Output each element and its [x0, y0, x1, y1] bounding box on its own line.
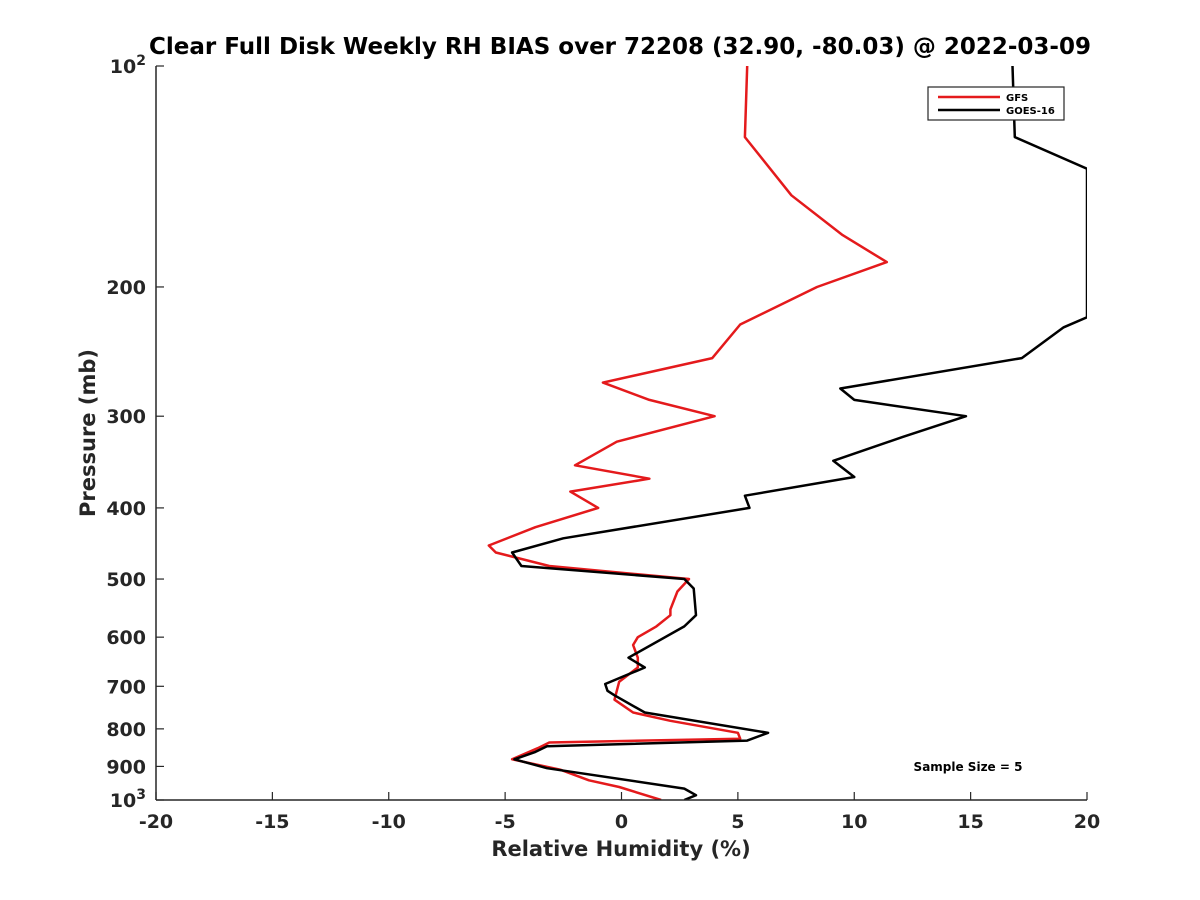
- y-tick-label: 600: [106, 627, 146, 649]
- y-tick-label: 500: [106, 569, 146, 591]
- x-tick-label: -20: [139, 811, 173, 833]
- x-tick-label: 10: [841, 811, 867, 833]
- y-tick-label: 900: [106, 756, 146, 778]
- chart-title: Clear Full Disk Weekly RH BIAS over 7220…: [149, 34, 1091, 60]
- x-ticks: -20 -15 -10 -5 0 5 10 15 20: [139, 792, 1100, 833]
- legend-label-goes16: GOES-16: [1006, 106, 1055, 117]
- y-tick-label: 102: [110, 53, 146, 78]
- y-tick-label: 300: [106, 406, 146, 428]
- y-tick-label: 400: [106, 498, 146, 520]
- y-tick-label: 103: [110, 787, 146, 812]
- series-layer: [487, 66, 1087, 800]
- y-axis-label: Pressure (mb): [76, 349, 100, 517]
- x-axis-label: Relative Humidity (%): [491, 837, 750, 861]
- legend-label-gfs: GFS: [1006, 93, 1028, 104]
- x-tick-label: 0: [615, 811, 628, 833]
- sample-size-annotation: Sample Size = 5: [914, 760, 1023, 774]
- x-tick-label: 20: [1074, 811, 1100, 833]
- legend-box: [927, 86, 1065, 121]
- y-ticks: 102 200 300 400 500 600 700 800 900 103: [106, 53, 164, 812]
- x-tick-label: -5: [495, 811, 516, 833]
- y-tick-label: 200: [106, 277, 146, 299]
- x-tick-label: -10: [372, 811, 406, 833]
- x-tick-label: -15: [255, 811, 289, 833]
- series-line-goes16: [510, 66, 1087, 800]
- legend: GFS GOES-16: [927, 86, 1065, 121]
- y-tick-label: 800: [106, 719, 146, 741]
- x-tick-label: 15: [957, 811, 983, 833]
- x-tick-label: 5: [731, 811, 744, 833]
- y-tick-label: 700: [106, 676, 146, 698]
- series-line-gfs: [487, 66, 889, 800]
